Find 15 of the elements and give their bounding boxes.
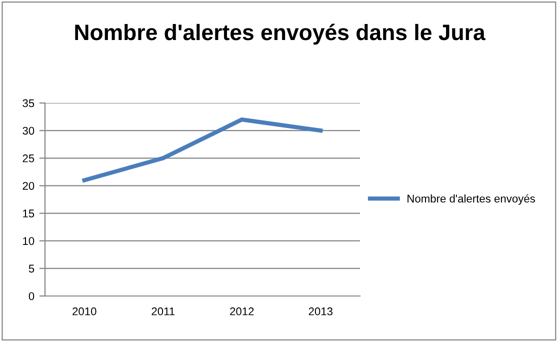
line-series	[82, 117, 323, 182]
y-tick-label: 15	[23, 210, 34, 218]
legend-label: Nombre d'alertes envoyés	[408, 194, 535, 205]
y-tick-label: 10	[23, 237, 34, 245]
x-tick-label: 2013	[308, 307, 332, 316]
chart-title: Nombre d'alertes envoyés dans le Jura	[75, 24, 486, 45]
y-tick-label: 25	[22, 154, 34, 162]
y-tick-label: 20	[22, 182, 34, 190]
y-tick-label: 30	[22, 126, 34, 135]
x-tick-label: 2012	[230, 307, 254, 316]
y-tick-label: 5	[28, 264, 34, 273]
y-tick-label: 0	[28, 292, 34, 300]
x-tick-label: 2010	[72, 307, 96, 316]
y-tick-label: 35	[22, 99, 34, 108]
x-tick-label: 2011	[152, 307, 175, 316]
